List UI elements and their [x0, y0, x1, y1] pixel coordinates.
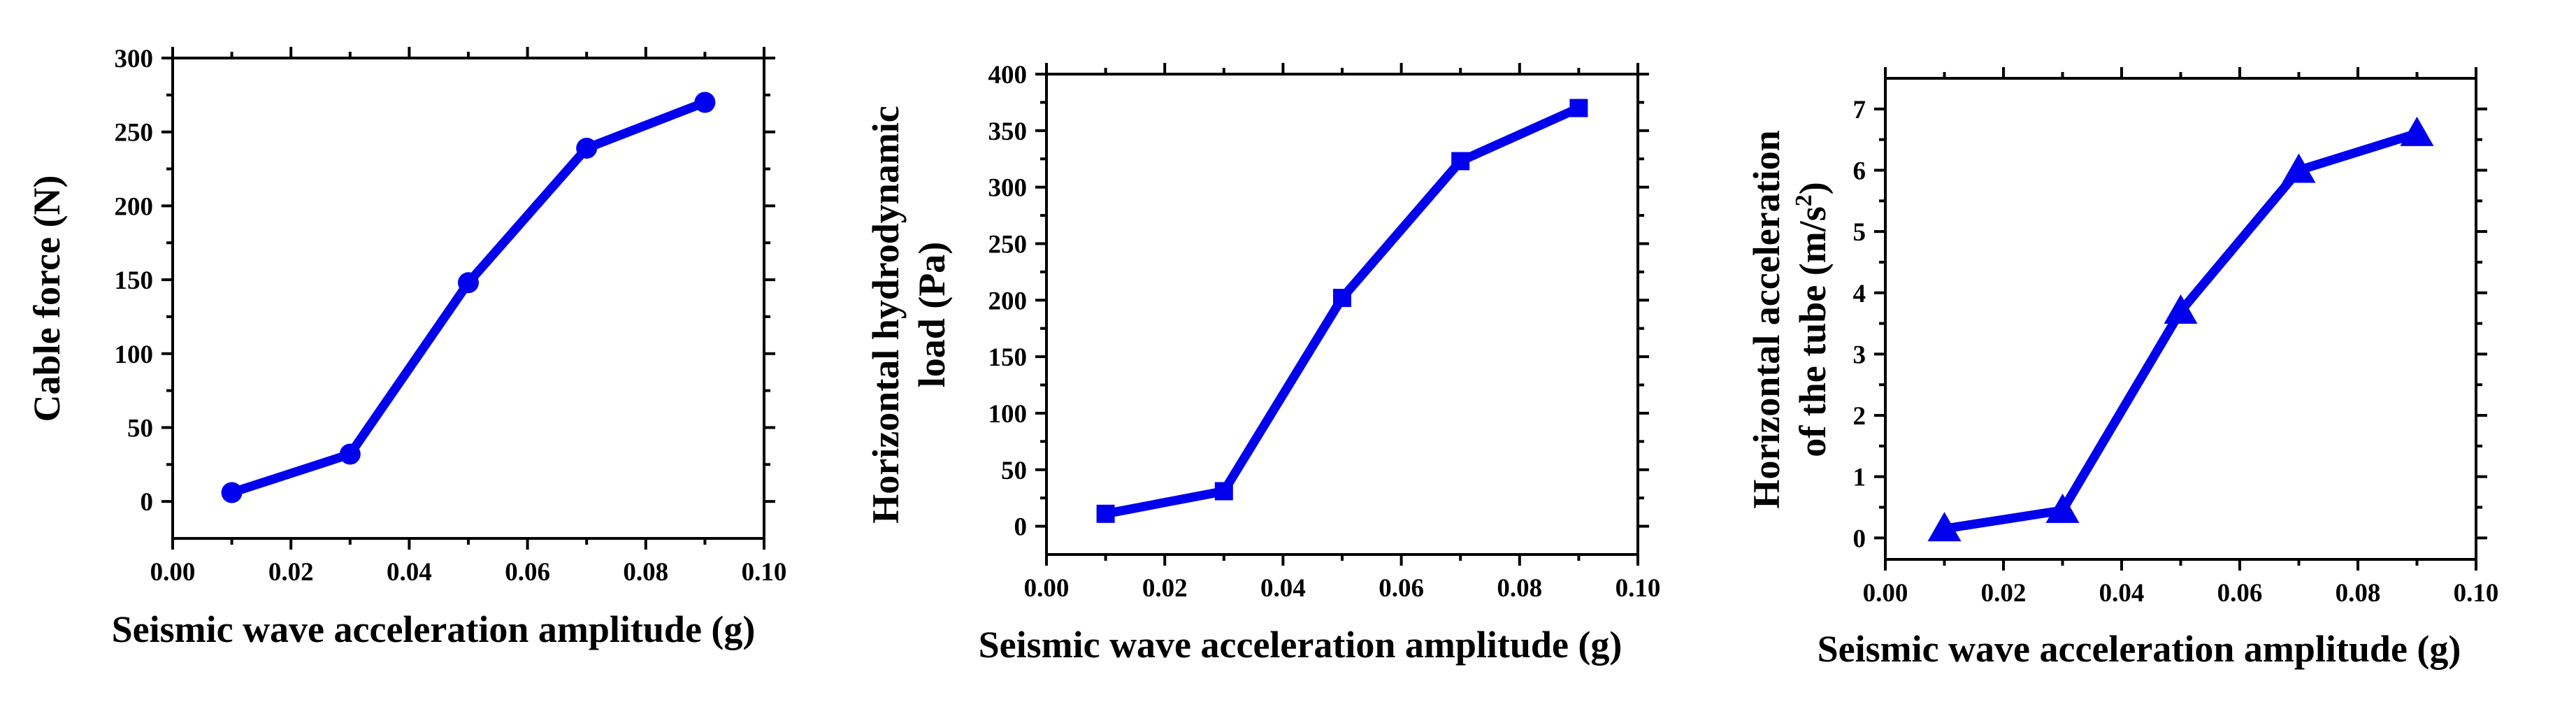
x-tick-label: 0.00	[1024, 574, 1070, 603]
y-tick-label: 0	[1853, 524, 1866, 553]
data-point	[2164, 294, 2198, 324]
y-tick-label: 0	[141, 488, 154, 517]
data-point	[1927, 512, 1962, 542]
y-tick-label: 3	[1853, 341, 1866, 369]
y-tick-label: 250	[988, 230, 1028, 259]
y-axis-title-line: Horizontal acceleration	[1746, 130, 1787, 508]
x-tick-label: 0.02	[1142, 574, 1188, 603]
chart-1: 0.00 0.02 0.04 0.06 0.08 0.10 0 50 100 150 200 250 3…	[26, 45, 786, 650]
x-tick-label: 0.04	[387, 558, 432, 587]
x-tick-label: 0.00	[1863, 579, 1908, 608]
y-axis-title-line: of the tube (m/s2)	[1791, 182, 1834, 457]
y-tick-label: 400	[988, 61, 1028, 90]
x-tick-label: 0.08	[623, 558, 668, 587]
x-tick-label: 0.06	[2217, 579, 2263, 608]
y-tick-label: 6	[1853, 157, 1866, 185]
y-tick-label: 300	[115, 45, 154, 73]
data-point	[339, 443, 361, 465]
chart-3: 0.00 0.02 0.04 0.06 0.08 0.10 0 1 2 3 4 5 6 7 Seismic …	[1746, 67, 2498, 670]
y-tick-label: 300	[988, 174, 1028, 203]
y-axis-title: Cable force (N)	[26, 176, 68, 422]
data-point	[2282, 153, 2316, 183]
x-tick-label: 0.08	[1497, 574, 1542, 603]
y-tick-label: 7	[1853, 96, 1866, 124]
series-line	[230, 98, 707, 497]
data-point	[1333, 289, 1351, 308]
y-tick-label: 1	[1853, 464, 1866, 492]
y-axis-title-line: Cable force (N)	[26, 176, 68, 422]
data-point	[221, 482, 243, 503]
y-axis-title-text: of the tube (m/s	[1792, 206, 1834, 457]
y-tick-label: 150	[988, 343, 1028, 372]
y-tick-label: 150	[115, 266, 154, 295]
x-tick-label: 0.08	[2336, 579, 2381, 608]
x-tick-label: 0.00	[150, 558, 196, 587]
data-point	[1569, 99, 1588, 117]
y-tick-label: 100	[988, 400, 1028, 429]
data-point	[2400, 116, 2434, 146]
y-axis-title: Horizontal hydrodynamic load (Pa)	[865, 106, 953, 524]
data-point	[576, 137, 598, 159]
y-tick-label: 350	[988, 117, 1028, 146]
y-axis-title-line: Horizontal hydrodynamic	[865, 106, 907, 524]
y-tick-label: 5	[1853, 218, 1866, 247]
y-tick-label: 200	[988, 287, 1028, 315]
data-point	[458, 272, 479, 294]
y-axis-title-line: load (Pa)	[911, 242, 953, 388]
y-tick-label: 50	[127, 414, 153, 443]
x-tick-label: 0.02	[268, 558, 314, 587]
data-point	[1214, 482, 1233, 501]
y-tick-label: 4	[1853, 280, 1866, 308]
x-tick-label: 0.10	[1616, 574, 1661, 603]
x-axis-title: Seismic wave acceleration amplitude (g)	[979, 624, 1622, 666]
x-tick-label: 0.10	[742, 558, 787, 587]
x-tick-label: 0.04	[2099, 579, 2145, 608]
y-tick-label: 50	[1001, 457, 1027, 485]
x-tick-label: 0.02	[1981, 579, 2027, 608]
y-tick-label: 250	[115, 119, 154, 148]
data-point	[694, 92, 716, 113]
y-axis-title-superscript: 2	[1791, 194, 1817, 206]
x-tick-label: 0.06	[1379, 574, 1424, 603]
x-tick-label: 0.10	[2454, 579, 2499, 608]
y-tick-label: 0	[1014, 513, 1028, 542]
y-tick-label: 200	[115, 192, 154, 221]
y-tick-label: 2	[1853, 402, 1866, 431]
series-line	[1943, 129, 2419, 534]
x-tick-label: 0.04	[1260, 574, 1306, 603]
y-tick-label: 100	[115, 341, 154, 369]
plot-frame	[171, 57, 765, 540]
plot-frame	[1045, 73, 1639, 556]
x-axis-title: Seismic wave acceleration amplitude (g)	[1818, 628, 2461, 670]
series-line	[1104, 103, 1581, 519]
data-point	[1096, 504, 1115, 523]
y-axis-title-text: )	[1792, 182, 1834, 194]
data-point	[1451, 152, 1470, 171]
x-tick-label: 0.06	[505, 558, 550, 587]
x-axis-title: Seismic wave acceleration amplitude (g)	[112, 608, 756, 650]
y-axis-title: Horizontal acceleration of the tube (m/s2…	[1746, 130, 1834, 508]
data-point	[2045, 493, 2080, 523]
chart-2: 0.00 0.02 0.04 0.06 0.08 0.10 0 50 100 150 200 250 3…	[865, 61, 1660, 666]
